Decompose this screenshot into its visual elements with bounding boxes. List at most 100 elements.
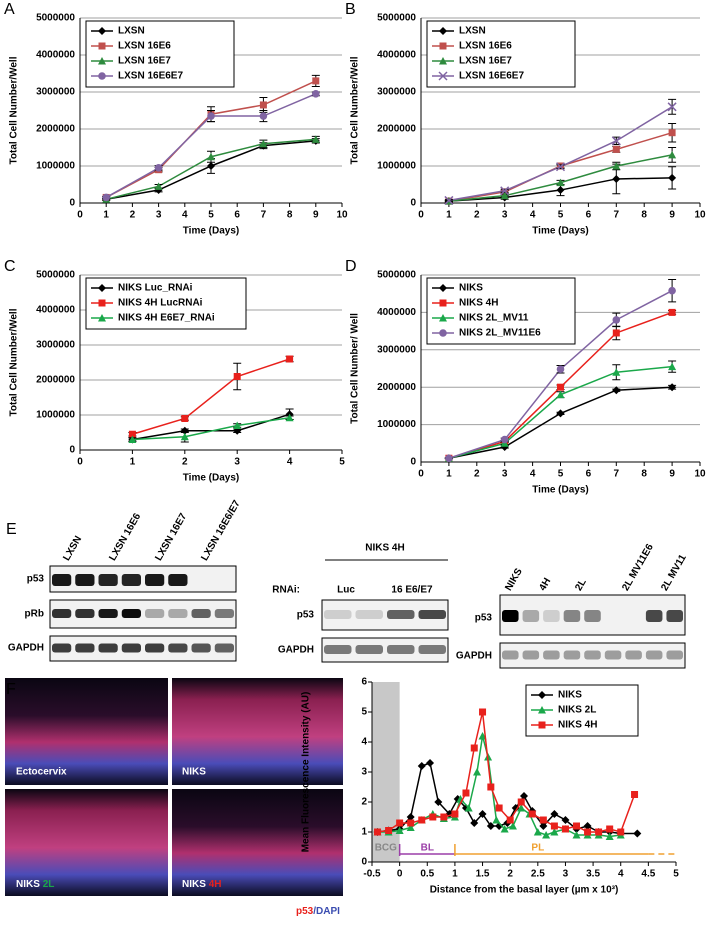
marker [98, 314, 106, 322]
column-label: 2L MV11 [659, 552, 689, 592]
marker [98, 284, 106, 292]
x-tick-label: 1 [130, 457, 136, 468]
x-tick-label: 0 [418, 469, 424, 480]
marker [98, 42, 106, 50]
legend-label: NIKS 4H E6E7_RNAi [118, 313, 215, 324]
marker [439, 27, 447, 35]
legend-label: NIKS 4H [459, 298, 498, 309]
blot-band [666, 610, 683, 622]
blot-band [324, 610, 352, 619]
blot-band [522, 610, 540, 622]
marker [128, 430, 136, 438]
x-tick-label: 5 [558, 210, 564, 221]
x-tick-label: 5 [208, 210, 214, 221]
x-tick-label: 3 [156, 210, 162, 221]
image-label: NIKS [182, 767, 206, 778]
marker [561, 816, 570, 824]
x-tick-label: 7 [614, 469, 620, 480]
legend-label: LXSN [459, 26, 486, 37]
x-tick-label: -0.5 [363, 869, 381, 880]
legend-label: NIKS 4H LucRNAi [118, 298, 203, 309]
marker [556, 365, 565, 374]
legend-label: LXSN 16E6 [118, 41, 171, 52]
marker [259, 112, 268, 120]
marker [612, 145, 620, 153]
y-tick-label: 0 [410, 198, 416, 209]
marker [617, 828, 625, 836]
series-line [132, 417, 290, 441]
x-tick-label: 1.5 [476, 869, 490, 880]
marker [538, 721, 546, 729]
y-tick-label: 6 [361, 677, 367, 688]
blot-band [563, 650, 581, 660]
marker [612, 386, 621, 395]
marker [407, 819, 415, 827]
marker [406, 823, 415, 831]
blot-band [324, 645, 352, 654]
blot-band [191, 643, 211, 653]
marker [434, 798, 443, 806]
row-label: p53 [27, 574, 45, 585]
blot-band [502, 650, 519, 660]
x-tick-label: 1 [446, 210, 452, 221]
micrograph [172, 678, 343, 785]
x-tick-label: 4.5 [641, 869, 655, 880]
marker [395, 826, 404, 834]
blot-band [543, 650, 560, 660]
marker [542, 831, 551, 839]
y-tick-label: 5000000 [36, 270, 75, 281]
marker [556, 390, 565, 399]
marker [500, 191, 509, 200]
marker [556, 186, 565, 195]
x-tick-label: 3.5 [586, 869, 600, 880]
blot-title: NIKS 4H [365, 543, 404, 554]
legend-label: LXSN [118, 26, 145, 37]
marker [584, 828, 592, 836]
marker [259, 139, 268, 148]
column-label: 2L MV11E6 [620, 542, 656, 593]
blot-band [355, 610, 383, 619]
legend-label: LXSN 16E7 [118, 56, 171, 67]
blot-band [584, 610, 601, 622]
marker [668, 308, 676, 316]
column-label: NIKS [503, 566, 525, 592]
x-tick-label: 9 [669, 469, 675, 480]
marker [451, 810, 459, 818]
marker [557, 383, 564, 391]
x-tick-label: 4 [287, 457, 293, 468]
x-tick-label: 7 [614, 210, 620, 221]
y-tick-label: 1000000 [377, 161, 416, 172]
marker [98, 299, 106, 307]
y-tick-label: 2000000 [36, 375, 75, 386]
marker [417, 762, 426, 770]
x-tick-label: 6 [234, 210, 240, 221]
marker [612, 162, 621, 170]
marker [539, 816, 547, 824]
y-tick-label: 2000000 [377, 124, 416, 135]
panel-label: B [345, 1, 356, 18]
y-tick-label: 2 [361, 797, 367, 808]
stain-blue: /DAPI [313, 906, 340, 917]
marker [500, 435, 509, 444]
blot-band [52, 574, 72, 586]
y-tick-label: 2000000 [36, 124, 75, 135]
marker [98, 72, 106, 80]
marker [506, 816, 514, 824]
y-tick-label: 5 [361, 707, 367, 718]
image-label: NIKS [16, 879, 40, 890]
row-label: GAPDH [8, 643, 44, 654]
marker [285, 413, 294, 422]
marker [538, 691, 546, 699]
x-axis-label: Distance from the basal layer (µm x 10³) [430, 885, 619, 896]
x-tick-label: 3 [502, 210, 508, 221]
blot-band [387, 610, 415, 619]
x-tick-label: 2 [507, 869, 513, 880]
marker [233, 421, 242, 429]
y-tick-label: 5000000 [377, 270, 416, 281]
column-label: LXSN [61, 534, 84, 563]
y-tick-label: 1 [361, 827, 367, 838]
marker [374, 828, 382, 836]
blot-band [387, 645, 415, 654]
marker [396, 819, 404, 827]
y-tick-label: 4000000 [36, 50, 75, 61]
